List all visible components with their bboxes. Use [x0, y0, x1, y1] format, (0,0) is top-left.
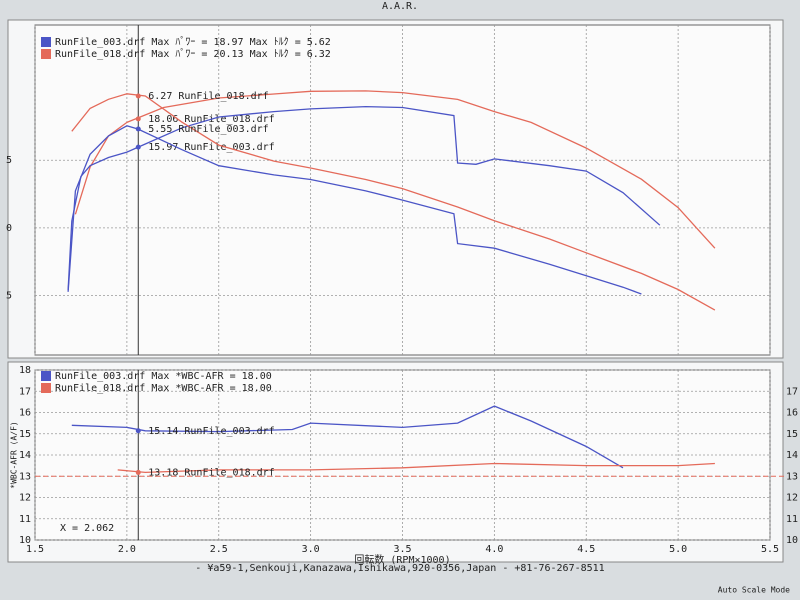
y-tick-label: 15 [19, 429, 31, 440]
legend-swatch [41, 371, 51, 381]
series-line [71, 405, 624, 469]
cursor-label: 15.97 RunFile_003.drf [148, 142, 274, 153]
y-tick-label: 11 [19, 514, 31, 525]
x-tick-label: 2.0 [118, 544, 136, 555]
x-tick-label: 2.5 [210, 544, 228, 555]
y2-tick-label: 15 [786, 429, 798, 440]
x-tick-label: 4.0 [485, 544, 503, 555]
y2-tick-label: 12 [786, 493, 798, 504]
y2-tick-label: 13 [786, 471, 798, 482]
cursor-text: X = 2.062 [60, 523, 114, 534]
cursor-label: 13.18 RunFile_018.drf [148, 467, 274, 478]
legend-label: RunFile_018.drf Max *WBC-AFR = 18.00 [55, 383, 272, 394]
x-tick-label: 5.0 [669, 544, 687, 555]
cursor-label: 5.55 RunFile_003.drf [148, 124, 268, 135]
y2-tick-label: 14 [786, 450, 798, 461]
cursor-dot [135, 116, 141, 122]
y-tick-label: 14 [19, 450, 31, 461]
cursor-dot [135, 93, 141, 99]
y-tick-label: 5 [6, 155, 12, 166]
legend-swatch [41, 37, 51, 47]
y-tick-label: 18 [19, 365, 31, 376]
y2-tick-label: 11 [786, 514, 798, 525]
x-tick-label: 4.5 [577, 544, 595, 555]
y-tick-label: 13 [19, 471, 31, 482]
x-tick-label: 3.0 [302, 544, 320, 555]
x-axis-label: 回転数 (RPM×1000) [354, 553, 450, 566]
cursor-dot [135, 126, 141, 132]
window-title: A.A.R. [382, 1, 418, 12]
series-line [71, 93, 716, 311]
x-tick-label: 5.5 [761, 544, 779, 555]
legend-swatch [41, 49, 51, 59]
y-tick-label: 16 [19, 408, 31, 419]
cursor-dot [135, 469, 141, 475]
series-line [117, 462, 715, 474]
cursor-label: 15.14 RunFile_003.drf [148, 426, 274, 437]
series-line [67, 105, 661, 291]
series-line [74, 90, 716, 249]
y2-tick-label: 17 [786, 386, 798, 397]
x-tick-label: 3.5 [393, 544, 411, 555]
y2-tick-label: 10 [786, 535, 798, 546]
y2-tick-label: 16 [786, 408, 798, 419]
y-tick-label: 5 [6, 290, 12, 301]
footer: - ¥a59-1,Senkouji,Kanazawa,Ishikawa,920-… [195, 563, 604, 574]
y-tick-label: 0 [6, 223, 12, 234]
legend-label: RunFile_018.drf Max ﾊﾟﾜｰ = 20.13 Max ﾄﾙｸ… [55, 48, 331, 60]
x-tick-label: 1.5 [26, 544, 44, 555]
y-tick-label: 12 [19, 493, 31, 504]
cursor-label: 6.27 RunFile_018.drf [148, 91, 268, 102]
legend-label: RunFile_003.drf Max *WBC-AFR = 18.00 [55, 371, 272, 382]
status: Auto Scale Mode [718, 586, 790, 595]
cursor-dot [135, 144, 141, 150]
series-line [67, 125, 642, 295]
cursor-dot [135, 428, 141, 434]
y-axis-label: *WBC-AFR (A/F) [10, 421, 19, 488]
y-tick-label: 17 [19, 386, 31, 397]
y-tick-label: 10 [19, 535, 31, 546]
legend-label: RunFile_003.drf Max ﾊﾟﾜｰ = 18.97 Max ﾄﾙｸ… [55, 36, 331, 48]
legend-swatch [41, 383, 51, 393]
